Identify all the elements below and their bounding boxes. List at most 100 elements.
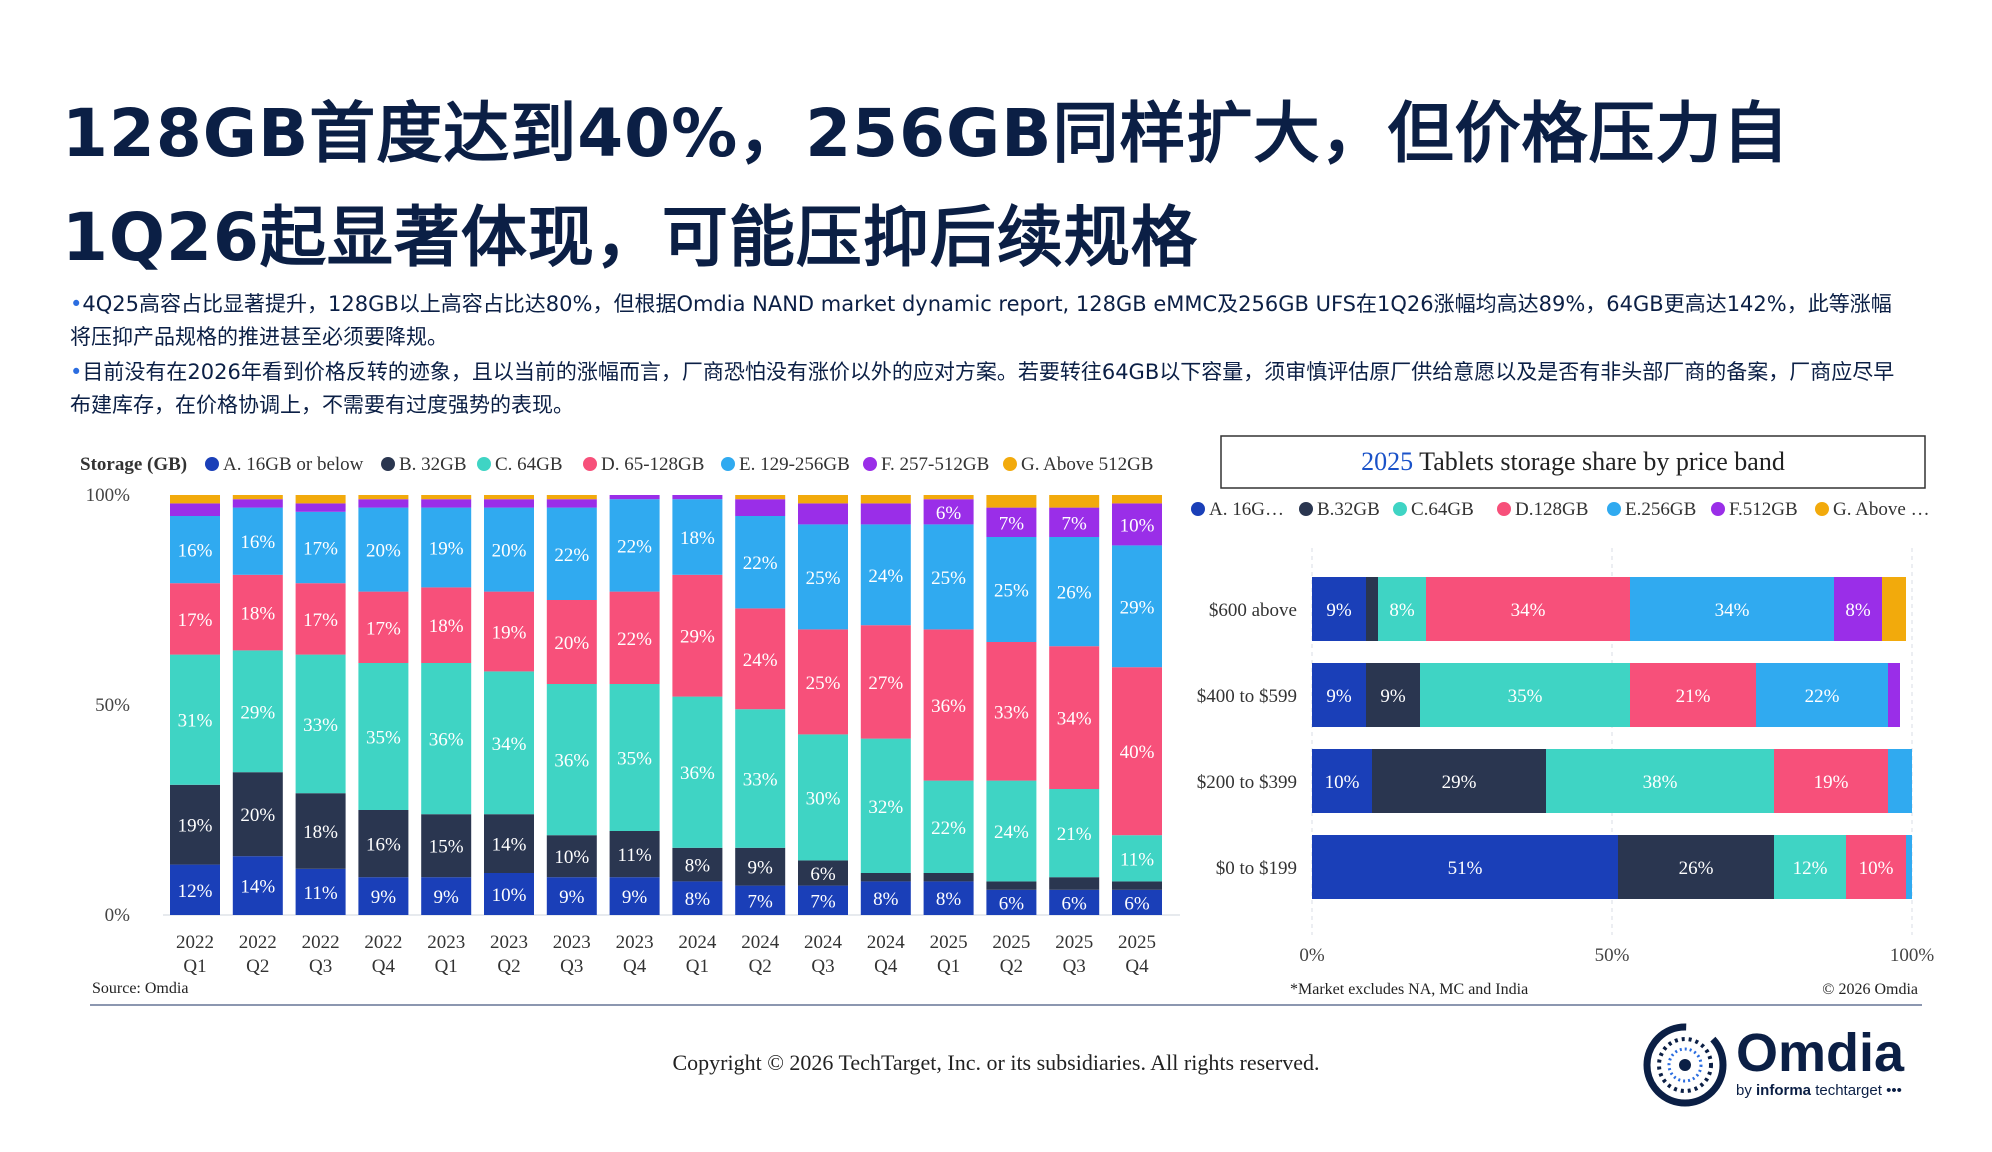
x-tick-quarter: Q1: [435, 956, 458, 977]
x-tick-year: 2025: [992, 932, 1030, 953]
hbar-data-label: 29%: [1442, 772, 1477, 793]
data-label: 9%: [559, 887, 585, 908]
bar-segment: [546, 499, 597, 508]
data-label: 25%: [994, 581, 1029, 602]
hbar-segment: [1834, 577, 1882, 641]
data-label: 20%: [554, 633, 589, 654]
logo-tagline-suffix: techtarget •••: [1811, 1082, 1902, 1099]
bar-segment: [421, 814, 472, 878]
footer-divider: [90, 1004, 1922, 1006]
data-label: 6%: [1062, 893, 1088, 914]
bar-segment: [672, 881, 723, 915]
data-label: 18%: [303, 822, 338, 843]
data-label: 20%: [492, 541, 527, 562]
hbar-data-label: 8%: [1845, 600, 1871, 621]
data-label: 34%: [492, 734, 527, 755]
bar-segment: [358, 507, 409, 592]
legend-marker-3: [583, 457, 597, 471]
legend2-label-4: E.256GB: [1625, 499, 1696, 520]
bar-segment: [484, 873, 534, 915]
x-tick-year: 2022: [364, 932, 402, 953]
hbar-data-label: 10%: [1859, 858, 1894, 879]
slide-title: 128GB首度达到40%，256GB同样扩大，但价格压力自 1Q26起显著体现，…: [62, 82, 1942, 290]
data-label: 14%: [240, 877, 275, 898]
bar-segment: [546, 495, 597, 500]
bullet-2-text: 目前没有在2026年看到价格反转的迹象，且以当前的涨幅而言，厂商恐怕没有涨价以外…: [70, 360, 1895, 417]
data-label: 22%: [617, 629, 652, 650]
bar-segment: [923, 780, 974, 873]
source-note: Source: Omdia: [92, 980, 188, 997]
data-label: 11%: [618, 845, 652, 866]
data-label: 12%: [178, 881, 213, 902]
bar-segment: [1049, 537, 1100, 647]
x-tick-year: 2022: [176, 932, 214, 953]
data-label: 8%: [936, 889, 962, 910]
bar-segment: [232, 507, 283, 575]
data-label: 27%: [868, 673, 903, 694]
bullet-marker: •: [70, 292, 83, 316]
bar-segment: [358, 495, 409, 500]
x-tick-year: 2025: [930, 932, 968, 953]
bar-segment: [546, 835, 597, 878]
legend2-label-3: D.128GB: [1515, 499, 1588, 520]
bar-segment: [232, 495, 283, 500]
bar-segment: [546, 877, 597, 915]
bar-segment: [798, 524, 848, 630]
hbar-data-label: 26%: [1679, 858, 1714, 879]
bar-segment: [546, 684, 597, 836]
data-label: 29%: [1120, 597, 1155, 618]
legend2-marker-2: [1393, 502, 1407, 516]
bar-segment: [1049, 889, 1100, 915]
hbar-data-label: 35%: [1508, 686, 1543, 707]
bar-segment: [986, 642, 1037, 781]
bar-segment: [609, 591, 660, 684]
bar-segment: [923, 629, 974, 781]
bar-segment: [1112, 889, 1162, 915]
data-label: 17%: [303, 539, 338, 560]
data-label: 40%: [1120, 742, 1155, 763]
data-label: 22%: [743, 553, 778, 574]
bar-segment: [421, 663, 472, 815]
bar-segment: [1049, 507, 1100, 537]
data-label: 36%: [429, 730, 464, 751]
legend-label-4: E. 129-256GB: [739, 454, 850, 475]
hbar-segment: [1618, 835, 1774, 899]
data-label: 8%: [685, 889, 711, 910]
bar-segment: [421, 877, 472, 915]
x-tick-quarter: Q2: [749, 956, 772, 977]
bar-segment: [735, 499, 786, 516]
data-label: 9%: [371, 887, 397, 908]
bar-segment: [295, 511, 346, 584]
hbar-segment: [1846, 835, 1906, 899]
bar-segment: [923, 495, 974, 500]
legend2-marker-0: [1191, 502, 1205, 516]
x-tick-year: 2023: [427, 932, 465, 953]
bullet-1: •4Q25高容占比显著提升，128GB以上高容占比达80%，但根据Omdia N…: [70, 288, 1900, 354]
bar-segment: [609, 877, 660, 915]
omdia-logo-icon: [1643, 1023, 1727, 1107]
x-tick-quarter: Q4: [874, 956, 898, 977]
legend2-label-1: B.32GB: [1317, 499, 1380, 520]
bar-segment: [986, 507, 1037, 537]
bar-segment: [923, 499, 974, 525]
bar-segment: [546, 507, 597, 600]
bar-segment: [860, 503, 911, 525]
legend2-label-5: F.512GB: [1729, 499, 1798, 520]
hbar-segment: [1420, 663, 1630, 727]
bar-segment: [860, 495, 911, 504]
bar-segment: [484, 814, 534, 873]
data-label: 16%: [366, 835, 401, 856]
bar-segment: [295, 868, 346, 915]
bar-segment: [672, 495, 723, 500]
data-label: 19%: [178, 816, 213, 837]
data-label: 17%: [366, 618, 401, 639]
bullet-1-text: 4Q25高容占比显著提升，128GB以上高容占比达80%，但根据Omdia NA…: [70, 292, 1892, 349]
bar-segment: [798, 734, 848, 861]
data-label: 34%: [1057, 709, 1092, 730]
x-tick-year: 2022: [239, 932, 277, 953]
x-tick-year: 2024: [678, 932, 717, 953]
bar-segment: [232, 772, 283, 857]
bar-segment: [672, 696, 723, 848]
data-label: 20%: [240, 805, 275, 826]
